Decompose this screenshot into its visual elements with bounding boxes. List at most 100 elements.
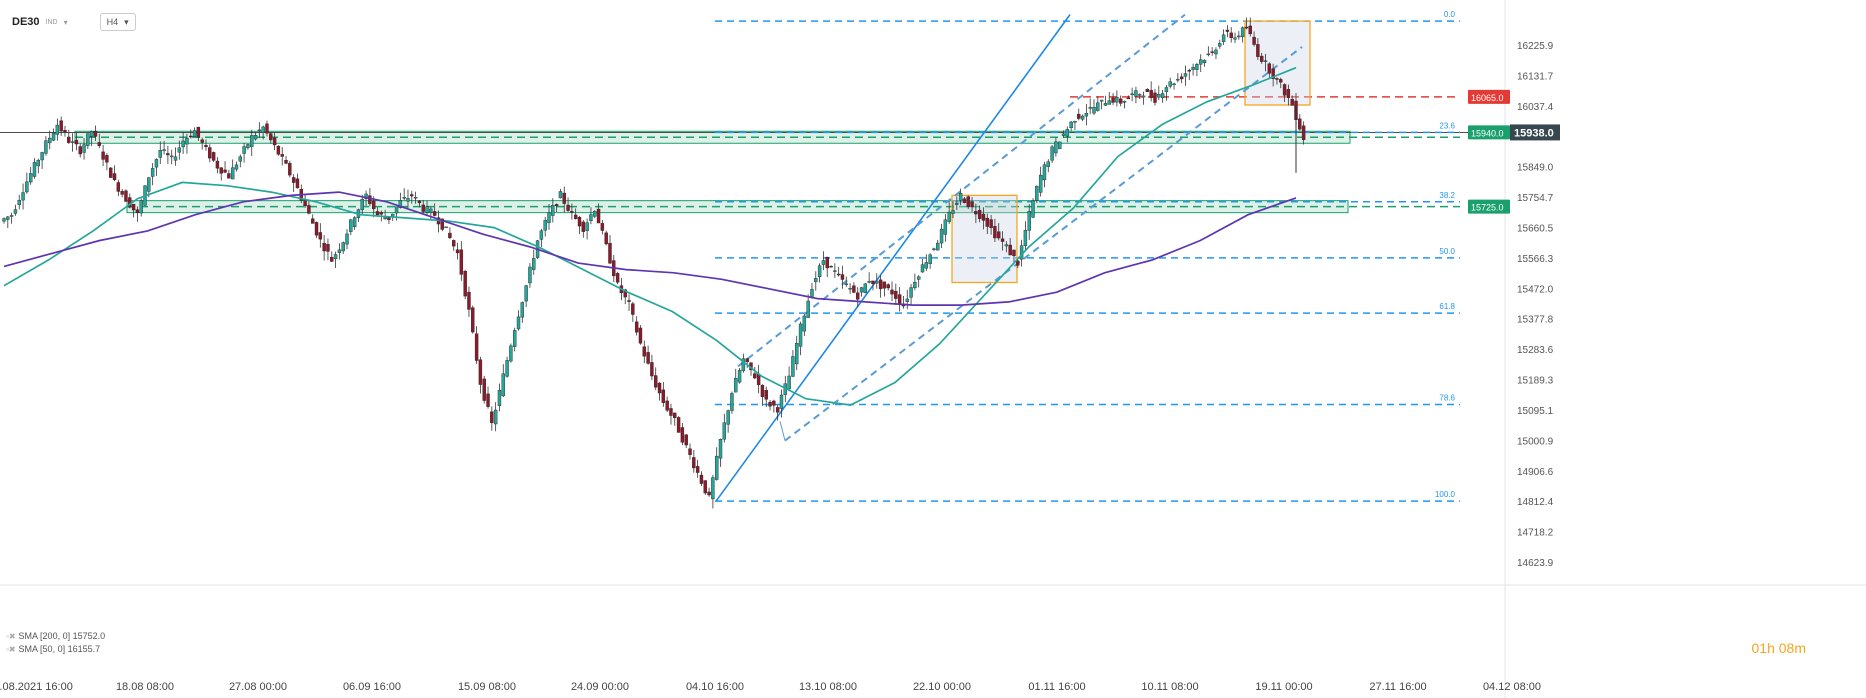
candle-body [955,202,959,205]
candle-body [909,287,913,298]
candle-body [810,289,814,297]
price-tag-resistance[interactable] [1468,89,1510,104]
candle-body [730,393,734,411]
price-tag-support-1[interactable] [1468,125,1510,140]
candle-body [596,208,601,224]
candle-body [974,211,978,215]
candle-body [970,201,974,208]
price-tag-support-2[interactable] [1468,199,1510,214]
fib-level-label: 50.0 [1439,247,1455,256]
candle-body [238,156,242,162]
candle-body [375,211,380,215]
candle-body [924,262,929,269]
candle-body [455,249,460,254]
candle-body [779,394,784,409]
settings-close-icon[interactable]: ▫✖ [6,645,16,654]
candle-body [330,257,334,262]
candle-body [1115,96,1119,103]
candle-body [859,287,864,293]
candle-body [368,195,372,205]
candle-body [1073,121,1077,123]
candle-body [1191,66,1195,70]
candle-body [105,155,109,163]
candle-body [497,390,502,406]
candle-body [985,217,989,227]
candle-body [417,200,422,204]
candle-body [444,226,448,229]
candle-body [1096,102,1100,111]
candle-body [1176,78,1180,81]
candle-body [467,291,471,310]
candle-body [1229,32,1233,38]
candle-body [482,378,486,401]
time-tick-label: 22.10 00:00 [913,681,971,693]
channel-lower-line[interactable] [784,46,1303,442]
candle-body [1237,35,1241,38]
candle-body [394,206,399,214]
candle-body [181,140,185,148]
candle-body [150,168,155,177]
candle-body [1160,93,1165,98]
candle-body [600,223,605,231]
candle-body [863,283,868,294]
candle-body [70,141,75,143]
time-tick-label: 10.11 08:00 [1141,681,1198,693]
candle-body [1164,87,1169,93]
candle-body [486,393,490,407]
candle-body [894,290,898,299]
time-tick-label: 06.09 16:00 [343,681,401,693]
candle-body [1202,60,1207,63]
candle-body [185,138,189,145]
timeframe-selector[interactable]: H4 ▾ [99,13,136,31]
candle-body [528,266,532,284]
candle-body [1233,37,1237,40]
candle-body [109,167,113,178]
candle-body [692,457,696,469]
candle-body [627,300,631,302]
candle-body [737,370,742,383]
legend-sma200-label: SMA [200, 0] 15752.0 [18,631,106,641]
candle-body [314,222,319,236]
consolidation-box-2[interactable] [1244,20,1311,106]
candle-body [1210,51,1214,53]
candle-body [1027,211,1031,231]
candle-body [192,130,197,137]
legend-sma50[interactable]: ▫✖ SMA [50, 0] 16155.7 [6,643,105,656]
sma50-line[interactable] [3,66,1297,406]
settings-close-icon[interactable]: ▫✖ [6,632,16,641]
candle-body [432,211,437,216]
candle-body [539,230,544,240]
price-tick-label: 16131.7 [1517,71,1554,82]
consolidation-box-1[interactable] [951,194,1018,284]
candle-body [234,164,239,170]
candle-body [772,400,776,406]
candle-body [322,243,326,252]
trendline[interactable] [715,14,1071,502]
candle-body [734,377,738,393]
candle-body [311,218,315,224]
candle-body [570,211,574,213]
time-tick-label: 01.11 16:00 [1028,681,1085,693]
candle-body [67,136,71,143]
candle-body [829,266,833,268]
candle-body [547,212,551,223]
legend-sma200[interactable]: ▫✖ SMA [200, 0] 15752.0 [6,630,105,643]
sma200-line[interactable] [3,191,1297,306]
symbol-label[interactable]: DE30 [12,16,40,28]
candle-body [936,242,940,251]
candle-body [1279,79,1283,83]
price-tick-label: 16225.9 [1517,41,1554,52]
candle-body [585,222,589,231]
candle-body [638,327,643,344]
symbol-dropdown-icon[interactable]: ▾ [63,17,68,27]
candle-body [9,215,14,217]
candle-body [703,480,707,494]
candle-body [916,276,921,280]
candle-body [791,356,795,377]
candle-body [966,196,970,208]
candle-body [1138,94,1142,96]
price-tick-label: 14812.4 [1517,497,1554,508]
candle-body [112,173,117,180]
channel-upper-line[interactable] [737,13,1186,368]
